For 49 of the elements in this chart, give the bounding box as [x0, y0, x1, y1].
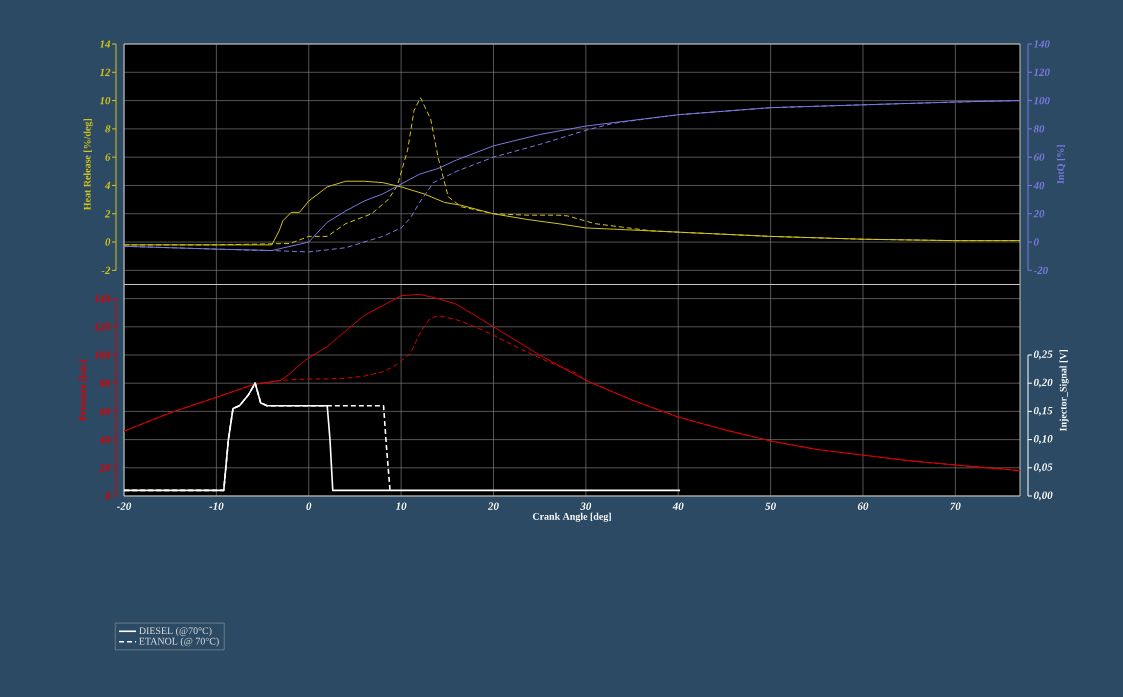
- y-tick-label: 10: [99, 96, 111, 105]
- y-tick-label: 100: [94, 351, 111, 359]
- x-tick-label: 10: [395, 502, 407, 510]
- legend-label: ETANOL (@ 70°C): [139, 637, 219, 647]
- y2-tick-label: 0: [1033, 238, 1039, 246]
- y-axis-title: Heat Release [%/deg]: [83, 119, 93, 210]
- y2-tick-label: 80: [1033, 125, 1045, 133]
- y-axis-title: Pressure [bar]: [78, 360, 88, 421]
- y-tick-label: 0: [105, 492, 111, 500]
- x-tick-label: 0: [306, 502, 312, 510]
- y-tick-label: -2: [101, 266, 111, 274]
- y2-tick-label: -20: [1033, 266, 1048, 275]
- y-tick-label: 6: [105, 153, 111, 161]
- y2-tick-label: 0,20: [1033, 378, 1053, 388]
- x-tick-label: 20: [487, 502, 499, 510]
- y-tick-label: 12: [99, 68, 111, 76]
- x-tick-label: 70: [950, 502, 961, 510]
- y-tick-label: 14: [99, 40, 111, 48]
- x-tick-label: -10: [209, 502, 224, 510]
- y2-tick-label: 40: [1033, 181, 1045, 190]
- y2-tick-label: 0,00: [1033, 491, 1053, 501]
- y2-axis-title: IntQ [%]: [1056, 145, 1066, 184]
- y2-tick-label: 120: [1033, 68, 1050, 76]
- y2-tick-label: 60: [1033, 153, 1045, 161]
- y2-tick-label: 140: [1033, 40, 1050, 48]
- legend-label: DIESEL (@70°C): [139, 627, 212, 637]
- x-tick-label: -20: [116, 502, 132, 510]
- y-tick-label: 60: [99, 407, 111, 416]
- y-tick-label: 80: [99, 379, 111, 387]
- x-tick-label: 50: [765, 502, 776, 510]
- y2-tick-label: 0,15: [1033, 406, 1053, 416]
- y-tick-label: 8: [105, 125, 111, 133]
- y-tick-label: 140: [94, 294, 111, 303]
- x-tick-label: 60: [857, 502, 869, 510]
- y-tick-label: 0: [105, 238, 111, 246]
- x-tick-label: 30: [580, 502, 592, 510]
- x-tick-label: 40: [672, 502, 684, 510]
- y2-tick-label: 0,10: [1033, 435, 1053, 445]
- y-tick-label: 4: [104, 181, 111, 190]
- y2-tick-label: 0,25: [1033, 350, 1053, 360]
- y-tick-label: 2: [104, 210, 111, 218]
- y2-axis-title: Injector_Signal [V]: [1059, 349, 1069, 432]
- y2-tick-label: 20: [1033, 210, 1045, 218]
- y-tick-label: 40: [99, 435, 111, 444]
- x-axis-title: Crank Angle [deg]: [532, 512, 611, 522]
- y2-tick-label: 100: [1033, 96, 1050, 105]
- y-tick-label: 20: [99, 464, 111, 472]
- y-tick-label: 120: [94, 323, 111, 331]
- y2-tick-label: 0,05: [1033, 463, 1053, 473]
